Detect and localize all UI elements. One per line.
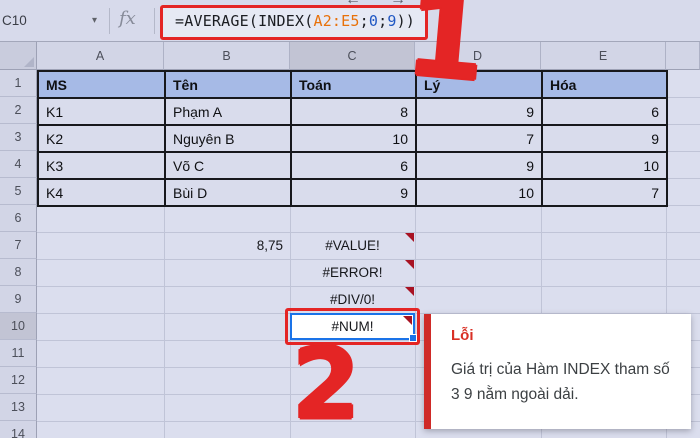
formula-token: =AVERAGE(INDEX(: [175, 12, 314, 30]
gridline: [37, 286, 700, 287]
cell-D3[interactable]: 7: [415, 124, 543, 153]
gridline: [164, 70, 165, 438]
column-header-D[interactable]: D: [415, 42, 541, 70]
column-header-E[interactable]: E: [541, 42, 666, 70]
cell-C3[interactable]: 10: [290, 124, 417, 153]
cell-C7[interactable]: #VALUE!: [290, 232, 415, 259]
fx-icon: fx: [119, 8, 136, 29]
column-header-partial[interactable]: [666, 42, 700, 70]
row-header-3[interactable]: 3: [0, 124, 37, 151]
cell-A3[interactable]: K2: [37, 124, 166, 153]
divider: [109, 8, 110, 34]
gridline: [37, 394, 700, 395]
cell-B3[interactable]: Nguyên B: [164, 124, 292, 153]
cell-C10[interactable]: #NUM!: [290, 313, 417, 342]
formula-token: 9: [387, 12, 397, 30]
gridline: [415, 70, 416, 438]
right-arrow-icon[interactable]: →: [390, 0, 406, 9]
cell-B5[interactable]: Bùi D: [164, 178, 292, 207]
cell-B2[interactable]: Phạm A: [164, 97, 292, 126]
row-header-7[interactable]: 7: [0, 232, 37, 259]
row-header-5[interactable]: 5: [0, 178, 37, 205]
cell-A4[interactable]: K3: [37, 151, 166, 180]
cell-E5[interactable]: 7: [541, 178, 668, 207]
error-marker-icon: [405, 233, 414, 242]
cell-A5[interactable]: K4: [37, 178, 166, 207]
row-header-9[interactable]: 9: [0, 286, 37, 313]
cell-E4[interactable]: 10: [541, 151, 668, 180]
gridline: [37, 232, 700, 233]
cell-B4[interactable]: Võ C: [164, 151, 292, 180]
row-header-6[interactable]: 6: [0, 205, 37, 232]
gridline: [37, 340, 700, 341]
cell-B1[interactable]: Tên: [164, 70, 292, 99]
gridline: [541, 70, 542, 438]
cell-A2[interactable]: K1: [37, 97, 166, 126]
row-header-1[interactable]: 1: [0, 70, 37, 97]
cell-C5[interactable]: 9: [290, 178, 417, 207]
spreadsheet-grid: A B C D E 1 2 3 4 5 6 7 8 9 10 11 12 13 14 MS Tên Toán Lý Hóa K1…: [0, 42, 700, 438]
cell-D5[interactable]: 10: [415, 178, 543, 207]
column-header-A[interactable]: A: [37, 42, 164, 70]
error-marker-icon: [405, 260, 414, 269]
row-header-11[interactable]: 11: [0, 340, 37, 367]
error-tooltip: Lỗi Giá trị của Hàm INDEX tham số 3 9 nằ…: [424, 314, 691, 429]
gridline: [37, 421, 700, 422]
select-all-corner[interactable]: [0, 42, 37, 70]
annotation-step-1: 1: [400, 0, 492, 109]
gridline: [37, 367, 700, 368]
column-header-B[interactable]: B: [164, 42, 290, 70]
gridline: [290, 70, 291, 438]
formula-token: 0: [368, 12, 379, 30]
active-cell-reference: C10: [2, 13, 27, 28]
cell-E2[interactable]: 6: [541, 97, 668, 126]
row-header-14[interactable]: 14: [0, 421, 37, 438]
error-marker-icon: [405, 287, 414, 296]
formula-input[interactable]: =AVERAGE(INDEX(A2:E5;0;9)): [175, 12, 415, 30]
formula-token: A2:E5: [313, 12, 360, 30]
formula-token: )): [396, 12, 416, 30]
formula-bar: C10 ▾ fx =AVERAGE(INDEX(A2:E5;0;9)) ← →: [0, 0, 700, 42]
formula-token: ;: [378, 12, 388, 30]
gridline: [37, 259, 700, 260]
divider: [154, 8, 155, 34]
cell-C8[interactable]: #ERROR!: [290, 259, 415, 286]
name-box-dropdown-icon[interactable]: ▾: [92, 15, 98, 26]
row-header-10[interactable]: 10: [0, 313, 37, 340]
fill-handle[interactable]: [409, 334, 417, 342]
cell-E1[interactable]: Hóa: [541, 70, 668, 99]
cell-E3[interactable]: 9: [541, 124, 668, 153]
annotation-box-formula: [160, 5, 428, 40]
gridline: [666, 70, 667, 438]
row-header-8[interactable]: 8: [0, 259, 37, 286]
error-tooltip-body: Giá trị của Hàm INDEX tham số 3 9 nằm ng…: [451, 361, 670, 403]
row-header-13[interactable]: 13: [0, 394, 37, 421]
formula-token: ;: [359, 12, 369, 30]
column-header-C[interactable]: C: [290, 42, 415, 70]
cell-C2[interactable]: 8: [290, 97, 417, 126]
cell-C4[interactable]: 6: [290, 151, 417, 180]
cell-C9[interactable]: #DIV/0!: [290, 286, 415, 313]
error-marker-icon: [403, 316, 412, 325]
cell-C1[interactable]: Toán: [290, 70, 417, 99]
cell-D1[interactable]: Lý: [415, 70, 543, 99]
left-arrow-icon[interactable]: ←: [345, 0, 361, 9]
cell-B7[interactable]: 8,75: [256, 238, 283, 253]
cell-D4[interactable]: 9: [415, 151, 543, 180]
annotation-step-2: 2: [292, 328, 361, 438]
row-header-2[interactable]: 2: [0, 97, 37, 124]
row-header-4[interactable]: 4: [0, 151, 37, 178]
error-tooltip-title: Lỗi: [451, 327, 474, 344]
row-header-12[interactable]: 12: [0, 367, 37, 394]
cell-A1[interactable]: MS: [37, 70, 166, 99]
